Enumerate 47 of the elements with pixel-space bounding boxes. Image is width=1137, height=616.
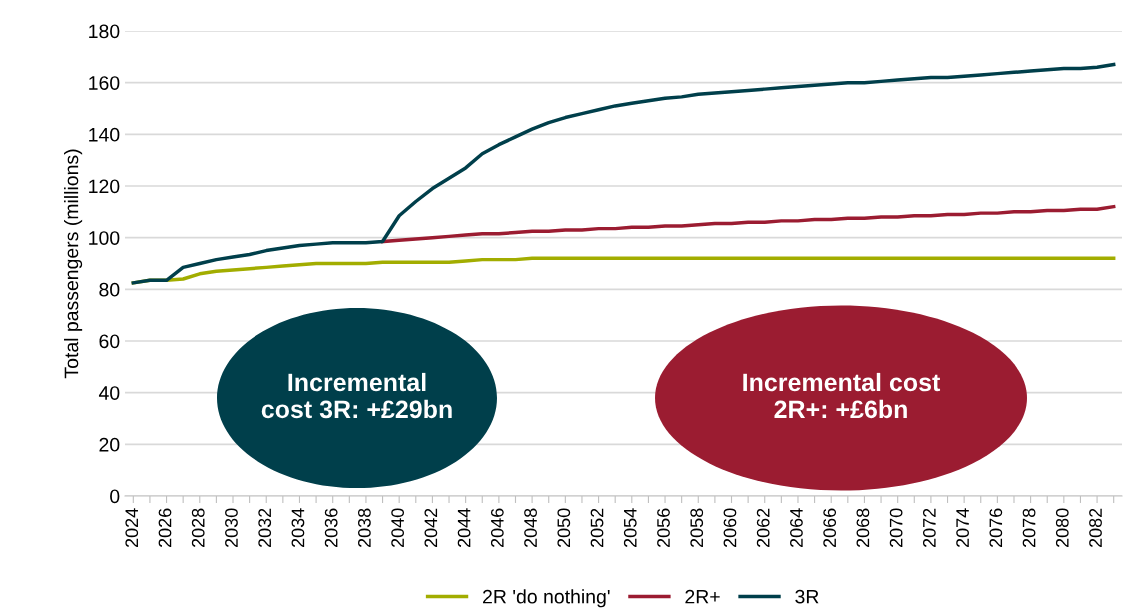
x-tick-label: 2064 bbox=[790, 508, 803, 548]
x-tick-label: 2048 bbox=[524, 508, 537, 548]
y-tick-label: 120 bbox=[89, 179, 120, 194]
x-tick-label: 2032 bbox=[258, 508, 272, 548]
x-tick-label: 2082 bbox=[1089, 508, 1102, 548]
x-tick-label: 2052 bbox=[590, 508, 604, 548]
x-tick-label: 2074 bbox=[956, 508, 969, 548]
x-tick-label: 2030 bbox=[225, 508, 238, 548]
x-tick-label: 2058 bbox=[690, 508, 704, 548]
y-tick-label: 140 bbox=[89, 127, 120, 142]
legend-label: 2R 'do nothing' bbox=[483, 589, 610, 608]
x-tick-label: 2068 bbox=[856, 508, 870, 548]
x-tick-label: 2050 bbox=[557, 508, 571, 548]
x-tick-label: 2040 bbox=[391, 508, 405, 548]
y-tick-label: 60 bbox=[99, 334, 120, 349]
y-tick-label: 0 bbox=[110, 489, 120, 504]
x-tick-label: 2036 bbox=[324, 508, 338, 548]
x-tick-label: 2024 bbox=[125, 508, 139, 548]
y-tick-label: 80 bbox=[99, 282, 120, 297]
x-tick-label: 2038 bbox=[358, 508, 371, 548]
x-tick-label: 2028 bbox=[191, 508, 205, 548]
y-tick-label: 160 bbox=[89, 76, 120, 90]
x-tick-label: 2046 bbox=[490, 508, 504, 548]
y-tick-label: 20 bbox=[99, 437, 120, 452]
y-tick-label: 180 bbox=[89, 24, 120, 39]
x-tick-label: 2056 bbox=[657, 508, 670, 548]
x-tick-label: 2042 bbox=[424, 508, 438, 548]
line-series bbox=[131, 62, 1116, 285]
annotation: Incremental cost 2R+: +£6bn bbox=[743, 372, 941, 419]
x-tick-label: 2076 bbox=[989, 508, 1003, 548]
x-tick-label: 2066 bbox=[823, 508, 837, 548]
x-tick-label: 2078 bbox=[1022, 508, 1036, 548]
x-tick-label: 2080 bbox=[1055, 508, 1069, 548]
x-tick-label: 2054 bbox=[623, 508, 637, 548]
x-tick-label: 2044 bbox=[457, 508, 471, 548]
x-tick-label: 2060 bbox=[723, 508, 737, 548]
x-tick-label: 2062 bbox=[756, 508, 770, 548]
y-tick-label: 100 bbox=[89, 231, 120, 245]
legend-label: 2R+ bbox=[685, 589, 720, 604]
x-tick-label: 2072 bbox=[922, 508, 936, 548]
y-axis-title: Total passengers (millions) bbox=[64, 149, 83, 379]
annotation: Incremental cost 3R: +£29bn bbox=[261, 372, 452, 419]
x-tick-label: 2026 bbox=[158, 508, 172, 548]
y-tick-label: 40 bbox=[98, 386, 120, 400]
x-tick-label: 2034 bbox=[291, 508, 305, 548]
legend-label: 3R bbox=[795, 589, 819, 604]
x-tick-label: 2070 bbox=[889, 508, 903, 548]
